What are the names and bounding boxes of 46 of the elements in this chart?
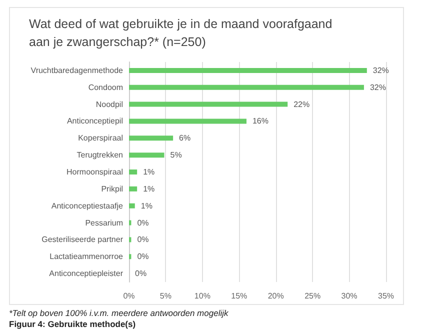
data-label: 32% <box>370 82 386 92</box>
y-tick-label: Noodpil <box>96 100 124 109</box>
y-tick-label: Hormoonspiraal <box>66 168 124 176</box>
text: Figuur 4: Gebruikte methode(s) <box>9 319 136 329</box>
data-label: 1% <box>143 184 155 194</box>
y-tick-label: Anticonceptiepleister <box>49 269 124 278</box>
data-label: 0% <box>135 269 147 278</box>
bar <box>129 68 367 73</box>
x-tick-label: 15% <box>231 292 248 300</box>
x-tick-label: 0% <box>123 292 135 300</box>
x-tick-label: 10% <box>194 292 210 300</box>
data-label: 22% <box>294 100 310 109</box>
y-tick-label: Vruchtbaredagenmethode <box>30 66 124 75</box>
data-label: 0% <box>137 218 149 228</box>
bar <box>129 102 288 107</box>
bar <box>129 84 364 90</box>
data-label: 1% <box>143 168 155 176</box>
data-label: 6% <box>179 134 191 143</box>
bar <box>129 136 174 141</box>
data-label: 1% <box>140 201 152 210</box>
x-tick-label: 30% <box>341 292 358 300</box>
y-tick-label: Prikpil <box>101 184 124 194</box>
bar <box>129 170 138 174</box>
text: *Telt op boven 100% i.v.m. meerdere antwoorden mogelijk <box>9 308 228 318</box>
x-tick-label: 25% <box>304 292 321 300</box>
bar <box>129 186 138 192</box>
y-tick-label: Terugtrekken <box>76 150 123 160</box>
y-tick-label: Pessarium <box>85 218 124 228</box>
y-tick-label: Anticonceptiepil <box>66 116 124 126</box>
x-tick-label: 35% <box>378 292 394 300</box>
x-tick-label: 5% <box>160 292 172 300</box>
y-tick-label: Lactatieammenorroe <box>50 252 124 262</box>
bar <box>129 118 246 124</box>
y-tick-label: Anticonceptiestaafje <box>51 201 124 210</box>
data-label: 0% <box>137 252 149 262</box>
bar <box>129 152 164 158</box>
data-label: 5% <box>170 150 182 160</box>
x-tick-label: 20% <box>268 292 284 300</box>
data-label: 0% <box>137 235 149 244</box>
data-label: 16% <box>252 116 268 126</box>
y-tick-label: Condoom <box>88 82 124 92</box>
y-tick-label: Koperspiraal <box>78 134 124 143</box>
data-label: 32% <box>372 66 389 75</box>
bar <box>129 203 135 208</box>
y-tick-label: Gesteriliseerde partner <box>42 235 124 244</box>
chart-title: Wat deed of wat gebruikte je in de maand voorafgaand aan je zwangerschap?* (n=250) <box>29 16 334 51</box>
